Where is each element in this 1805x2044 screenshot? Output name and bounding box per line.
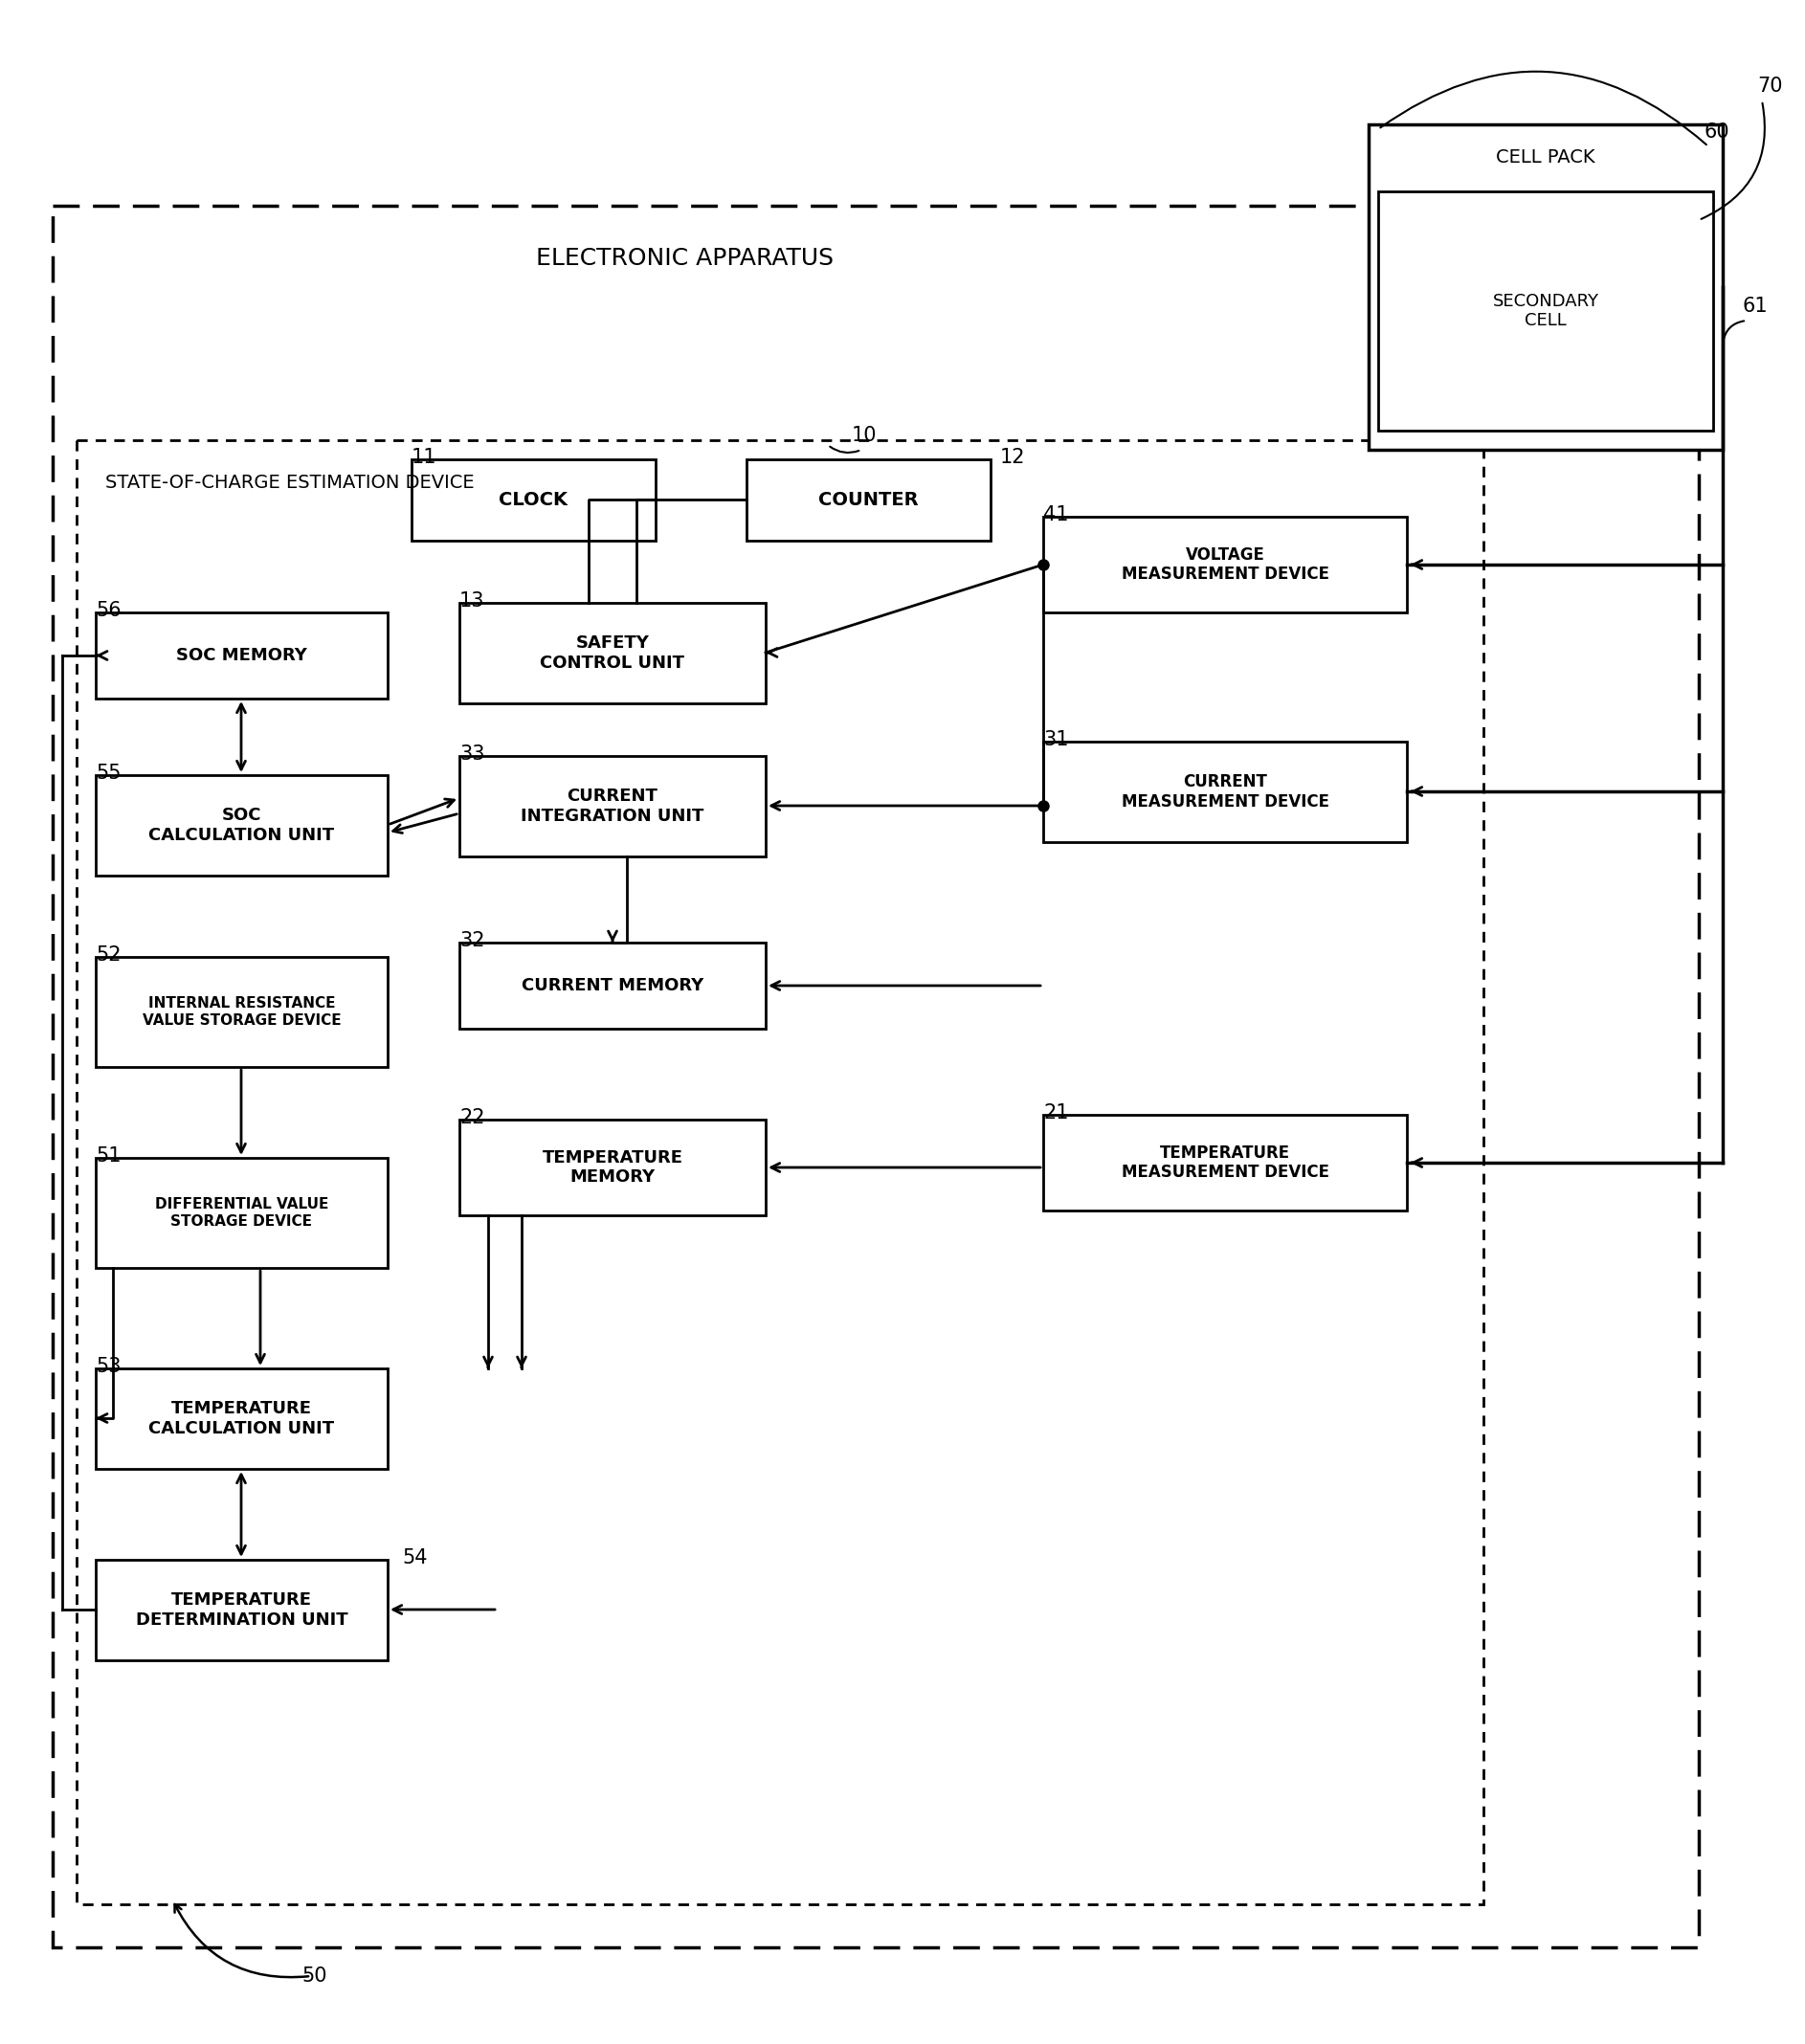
Bar xyxy=(96,613,388,699)
Bar xyxy=(460,942,765,1028)
Text: 11: 11 xyxy=(412,448,437,466)
Bar xyxy=(96,1157,388,1267)
Bar xyxy=(96,957,388,1067)
Text: 13: 13 xyxy=(460,591,486,611)
Text: VOLTAGE
MEASUREMENT DEVICE: VOLTAGE MEASUREMENT DEVICE xyxy=(1121,546,1328,583)
Text: DIFFERENTIAL VALUE
STORAGE DEVICE: DIFFERENTIAL VALUE STORAGE DEVICE xyxy=(155,1198,329,1228)
Text: 54: 54 xyxy=(403,1547,428,1568)
Bar xyxy=(460,1120,765,1216)
Text: 60: 60 xyxy=(1704,123,1729,141)
Text: TEMPERATURE
MEASUREMENT DEVICE: TEMPERATURE MEASUREMENT DEVICE xyxy=(1121,1145,1328,1181)
Text: ELECTRONIC APPARATUS: ELECTRONIC APPARATUS xyxy=(536,247,834,270)
Text: 21: 21 xyxy=(1043,1104,1069,1122)
Bar xyxy=(52,206,1699,1948)
Bar xyxy=(76,439,1484,1905)
Text: CELL PACK: CELL PACK xyxy=(1496,149,1596,168)
Text: 10: 10 xyxy=(852,425,877,446)
Bar xyxy=(1043,742,1406,842)
Bar xyxy=(96,775,388,875)
Text: 51: 51 xyxy=(96,1147,121,1165)
Text: 33: 33 xyxy=(460,744,486,764)
Text: TEMPERATURE
DETERMINATION UNIT: TEMPERATURE DETERMINATION UNIT xyxy=(135,1592,348,1629)
Text: STATE-OF-CHARGE ESTIMATION DEVICE: STATE-OF-CHARGE ESTIMATION DEVICE xyxy=(105,474,475,493)
Text: 55: 55 xyxy=(96,764,121,783)
Text: TEMPERATURE
CALCULATION UNIT: TEMPERATURE CALCULATION UNIT xyxy=(148,1400,334,1437)
Bar xyxy=(1368,125,1722,450)
Bar xyxy=(1043,517,1406,613)
Text: CLOCK: CLOCK xyxy=(500,491,569,509)
Bar xyxy=(460,756,765,856)
Bar xyxy=(460,603,765,703)
Text: INTERNAL RESISTANCE
VALUE STORAGE DEVICE: INTERNAL RESISTANCE VALUE STORAGE DEVICE xyxy=(143,995,341,1028)
Text: 12: 12 xyxy=(1000,448,1025,466)
Text: COUNTER: COUNTER xyxy=(818,491,919,509)
Text: TEMPERATURE
MEMORY: TEMPERATURE MEMORY xyxy=(541,1149,682,1186)
Text: SECONDARY
CELL: SECONDARY CELL xyxy=(1493,292,1599,329)
Text: 56: 56 xyxy=(96,601,121,619)
Text: SAFETY
CONTROL UNIT: SAFETY CONTROL UNIT xyxy=(540,634,684,672)
Text: SOC
CALCULATION UNIT: SOC CALCULATION UNIT xyxy=(148,807,334,844)
Text: 22: 22 xyxy=(460,1108,486,1126)
Bar xyxy=(1043,1114,1406,1210)
Text: CURRENT
MEASUREMENT DEVICE: CURRENT MEASUREMENT DEVICE xyxy=(1121,773,1328,809)
Text: 41: 41 xyxy=(1043,505,1069,525)
Text: 53: 53 xyxy=(96,1357,121,1376)
Text: CURRENT
INTEGRATION UNIT: CURRENT INTEGRATION UNIT xyxy=(522,787,704,826)
Bar xyxy=(96,1367,388,1470)
Bar xyxy=(96,1560,388,1660)
Text: 52: 52 xyxy=(96,946,121,965)
Text: 70: 70 xyxy=(1756,76,1783,96)
Text: 61: 61 xyxy=(1742,296,1767,315)
Bar xyxy=(747,460,991,542)
Bar xyxy=(1379,192,1713,431)
Text: CURRENT MEMORY: CURRENT MEMORY xyxy=(522,977,704,993)
Text: 32: 32 xyxy=(460,932,486,950)
Text: SOC MEMORY: SOC MEMORY xyxy=(177,646,307,664)
Bar xyxy=(412,460,655,542)
Text: 31: 31 xyxy=(1043,730,1069,750)
Text: 50: 50 xyxy=(301,1966,327,1985)
